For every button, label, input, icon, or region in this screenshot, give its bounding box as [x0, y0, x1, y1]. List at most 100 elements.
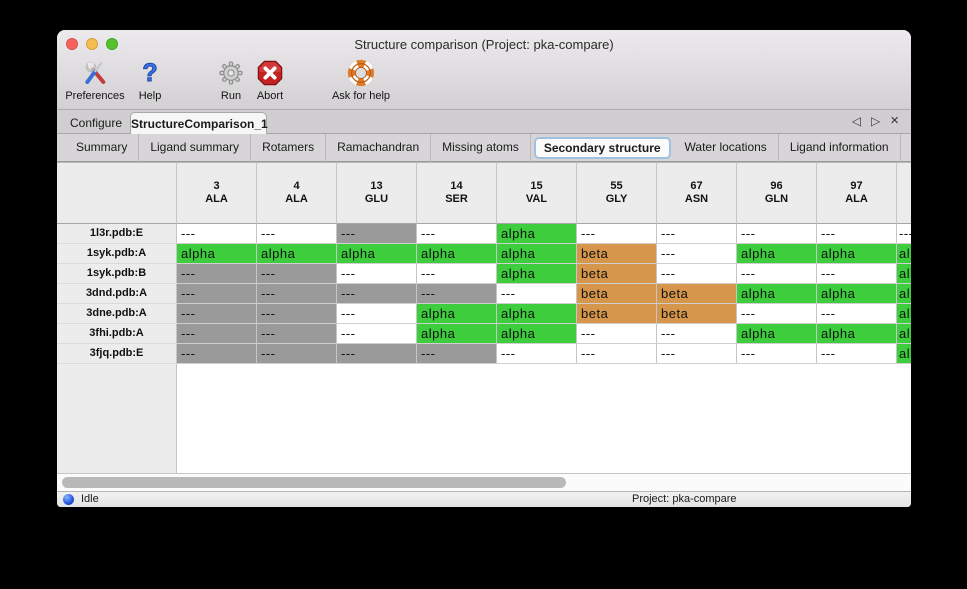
subtab-ligand-summary[interactable]: Ligand summary [139, 133, 252, 162]
cell-3dnd-pdb-a-overflow[interactable]: alpha [897, 284, 911, 304]
cell-3dnd-pdb-a-8[interactable]: alpha [817, 284, 897, 304]
cell-3fhi-pdb-a-3[interactable]: alpha [417, 324, 497, 344]
cell-1syk-pdb-b-3[interactable]: --- [417, 264, 497, 284]
row-label-3fhi-pdb-a[interactable]: 3fhi.pdb:A [57, 324, 177, 344]
cell-1syk-pdb-b-1[interactable]: --- [257, 264, 337, 284]
subtab-ligand-information[interactable]: Ligand information [779, 133, 901, 162]
tab-close-icon[interactable]: × [890, 112, 899, 129]
subtab-rotamers[interactable]: Rotamers [251, 133, 327, 162]
preferences-button[interactable]: Preferences [65, 58, 125, 102]
cell-3dnd-pdb-a-7[interactable]: alpha [737, 284, 817, 304]
cell-1syk-pdb-a-4[interactable]: alpha [497, 244, 577, 264]
cell-3dne-pdb-a-0[interactable]: --- [177, 304, 257, 324]
help-button[interactable]: ? Help [139, 58, 162, 103]
row-label-3dnd-pdb-a[interactable]: 3dnd.pdb:A [57, 284, 177, 304]
cell-3fhi-pdb-a-overflow[interactable]: alpha [897, 324, 911, 344]
column-header-3-ala[interactable]: 3 ALA [177, 162, 257, 224]
ask-for-help-button[interactable]: Ask for help [332, 58, 390, 102]
row-label-1syk-pdb-b[interactable]: 1syk.pdb:B [57, 264, 177, 284]
cell-1syk-pdb-b-overflow[interactable]: alpha [897, 264, 911, 284]
row-label-3fjq-pdb-e[interactable]: 3fjq.pdb:E [57, 344, 177, 364]
cell-1l3r-pdb-e-1[interactable]: --- [257, 224, 337, 244]
cell-3dne-pdb-a-2[interactable]: --- [337, 304, 417, 324]
tab-configure[interactable]: Configure [69, 116, 123, 130]
cell-1syk-pdb-b-6[interactable]: --- [657, 264, 737, 284]
abort-button[interactable]: Abort [256, 58, 284, 102]
column-header-96-gln[interactable]: 96 GLN [737, 162, 817, 224]
cell-1syk-pdb-b-8[interactable]: --- [817, 264, 897, 284]
subtab-water-locations[interactable]: Water locations [674, 133, 779, 162]
cell-1syk-pdb-b-2[interactable]: --- [337, 264, 417, 284]
column-header-55-gly[interactable]: 55 GLY [577, 162, 657, 224]
close-window-button[interactable] [66, 38, 78, 50]
cell-1syk-pdb-a-7[interactable]: alpha [737, 244, 817, 264]
cell-3dnd-pdb-a-3[interactable]: --- [417, 284, 497, 304]
subtab-missing-atoms[interactable]: Missing atoms [431, 133, 531, 162]
row-label-3dne-pdb-a[interactable]: 3dne.pdb:A [57, 304, 177, 324]
cell-1syk-pdb-a-6[interactable]: --- [657, 244, 737, 264]
zoom-window-button[interactable] [106, 38, 118, 50]
cell-3dnd-pdb-a-0[interactable]: --- [177, 284, 257, 304]
cell-3dne-pdb-a-7[interactable]: --- [737, 304, 817, 324]
row-label-1syk-pdb-a[interactable]: 1syk.pdb:A [57, 244, 177, 264]
cell-3fjq-pdb-e-7[interactable]: --- [737, 344, 817, 364]
cell-3fjq-pdb-e-3[interactable]: --- [417, 344, 497, 364]
cell-1l3r-pdb-e-8[interactable]: --- [817, 224, 897, 244]
cell-3fhi-pdb-a-7[interactable]: alpha [737, 324, 817, 344]
cell-3dne-pdb-a-overflow[interactable]: alpha [897, 304, 911, 324]
horizontal-scrollbar-thumb[interactable] [62, 477, 566, 488]
tab-structurecomparison-1[interactable]: StructureComparison_1 [130, 112, 268, 134]
cell-3fhi-pdb-a-6[interactable]: --- [657, 324, 737, 344]
cell-1syk-pdb-a-2[interactable]: alpha [337, 244, 417, 264]
cell-3fjq-pdb-e-5[interactable]: --- [577, 344, 657, 364]
cell-3fhi-pdb-a-1[interactable]: --- [257, 324, 337, 344]
cell-1syk-pdb-a-0[interactable]: alpha [177, 244, 257, 264]
cell-3dne-pdb-a-1[interactable]: --- [257, 304, 337, 324]
column-header-97-ala[interactable]: 97 ALA [817, 162, 897, 224]
cell-1syk-pdb-a-3[interactable]: alpha [417, 244, 497, 264]
cell-3dne-pdb-a-8[interactable]: --- [817, 304, 897, 324]
run-button[interactable]: Run [217, 58, 245, 102]
cell-1syk-pdb-b-5[interactable]: beta [577, 264, 657, 284]
cell-3fjq-pdb-e-0[interactable]: --- [177, 344, 257, 364]
tab-scroll-left-icon[interactable]: ◁ [851, 114, 861, 128]
subtab-ramachandran[interactable]: Ramachandran [326, 133, 432, 162]
cell-1l3r-pdb-e-4[interactable]: alpha [497, 224, 577, 244]
cell-3fhi-pdb-a-5[interactable]: --- [577, 324, 657, 344]
cell-3fjq-pdb-e-8[interactable]: --- [817, 344, 897, 364]
cell-3fjq-pdb-e-4[interactable]: --- [497, 344, 577, 364]
cell-1syk-pdb-a-5[interactable]: beta [577, 244, 657, 264]
subtab-b-factors[interactable]: B-factors [901, 134, 911, 162]
column-header-67-asn[interactable]: 67 ASN [657, 162, 737, 224]
cell-1syk-pdb-b-4[interactable]: alpha [497, 264, 577, 284]
column-header-14-ser[interactable]: 14 SER [417, 162, 497, 224]
cell-1l3r-pdb-e-2[interactable]: --- [337, 224, 417, 244]
cell-3fhi-pdb-a-0[interactable]: --- [177, 324, 257, 344]
subtab-summary[interactable]: Summary [65, 133, 140, 162]
cell-1syk-pdb-b-0[interactable]: --- [177, 264, 257, 284]
cell-3dnd-pdb-a-1[interactable]: --- [257, 284, 337, 304]
cell-3dne-pdb-a-3[interactable]: alpha [417, 304, 497, 324]
column-header-4-ala[interactable]: 4 ALA [257, 162, 337, 224]
cell-1syk-pdb-b-7[interactable]: --- [737, 264, 817, 284]
cell-3fjq-pdb-e-2[interactable]: --- [337, 344, 417, 364]
horizontal-scrollbar[interactable] [57, 473, 911, 491]
cell-3dnd-pdb-a-4[interactable]: --- [497, 284, 577, 304]
cell-1syk-pdb-a-1[interactable]: alpha [257, 244, 337, 264]
cell-3dne-pdb-a-5[interactable]: beta [577, 304, 657, 324]
column-header-15-val[interactable]: 15 VAL [497, 162, 577, 224]
minimize-window-button[interactable] [86, 38, 98, 50]
cell-3fhi-pdb-a-2[interactable]: --- [337, 324, 417, 344]
cell-1l3r-pdb-e-5[interactable]: --- [577, 224, 657, 244]
cell-3dne-pdb-a-6[interactable]: beta [657, 304, 737, 324]
cell-3dnd-pdb-a-6[interactable]: beta [657, 284, 737, 304]
cell-1l3r-pdb-e-3[interactable]: --- [417, 224, 497, 244]
cell-1l3r-pdb-e-0[interactable]: --- [177, 224, 257, 244]
cell-3fjq-pdb-e-overflow[interactable]: alpha [897, 344, 911, 364]
column-header-13-glu[interactable]: 13 GLU [337, 162, 417, 224]
cell-3dne-pdb-a-4[interactable]: alpha [497, 304, 577, 324]
cell-1l3r-pdb-e-6[interactable]: --- [657, 224, 737, 244]
cell-1syk-pdb-a-8[interactable]: alpha [817, 244, 897, 264]
cell-3fhi-pdb-a-4[interactable]: alpha [497, 324, 577, 344]
tab-scroll-right-icon[interactable]: ▷ [871, 114, 881, 128]
